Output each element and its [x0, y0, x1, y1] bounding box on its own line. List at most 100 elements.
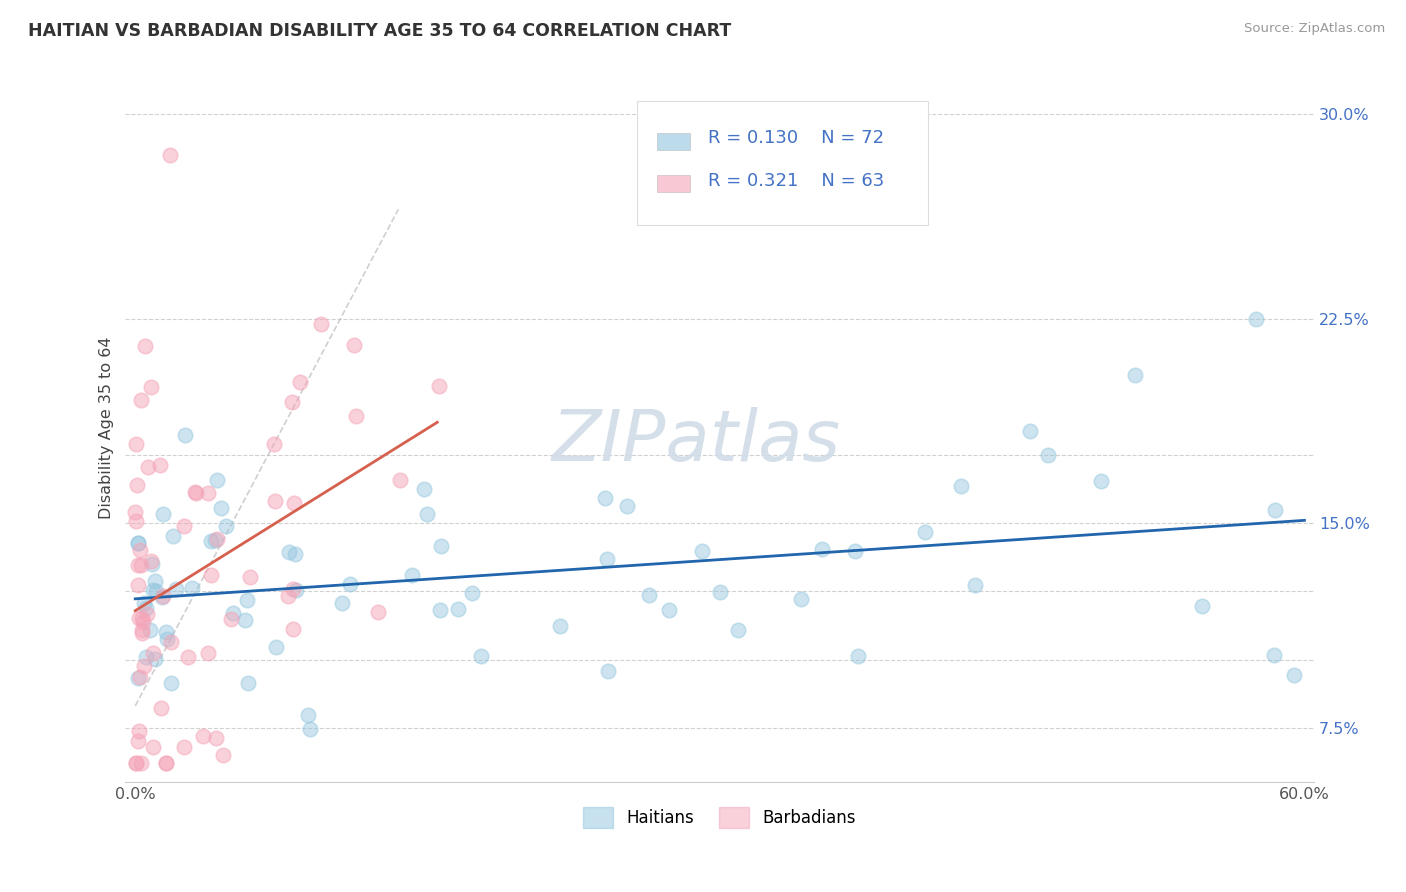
Point — [205, 731, 228, 745]
Point — [165, 582, 187, 596]
Point — [846, 649, 869, 664]
Text: Source: ZipAtlas.com: Source: ZipAtlas.com — [1244, 22, 1385, 36]
FancyBboxPatch shape — [637, 102, 928, 226]
Point — [281, 622, 304, 636]
Point — [221, 606, 243, 620]
Point — [159, 675, 181, 690]
Point — [709, 584, 731, 599]
Point — [143, 574, 166, 588]
Point — [205, 474, 228, 488]
Point — [914, 525, 936, 540]
Point — [132, 596, 155, 610]
Point — [162, 529, 184, 543]
Text: ZIPatlas: ZIPatlas — [551, 408, 841, 476]
Point — [949, 479, 972, 493]
Point — [1019, 424, 1042, 438]
Point — [416, 508, 439, 522]
Point — [447, 602, 470, 616]
Point — [134, 339, 156, 353]
Point — [343, 338, 366, 352]
Point — [233, 613, 256, 627]
Point — [145, 584, 167, 599]
Point — [131, 626, 153, 640]
Text: R = 0.321    N = 63: R = 0.321 N = 63 — [709, 172, 884, 190]
Point — [283, 582, 305, 596]
Point — [1244, 311, 1267, 326]
Point — [596, 664, 619, 678]
Point — [129, 670, 152, 684]
Point — [160, 635, 183, 649]
Point — [239, 570, 262, 584]
Point — [1282, 668, 1305, 682]
Point — [811, 542, 834, 557]
Point — [139, 554, 162, 568]
Point — [173, 739, 195, 754]
Point — [263, 437, 285, 451]
Point — [429, 539, 451, 553]
Point — [125, 437, 148, 451]
Point — [184, 484, 207, 499]
Point — [1036, 448, 1059, 462]
Point — [155, 632, 177, 646]
Point — [367, 605, 389, 619]
Point — [134, 658, 156, 673]
Point — [149, 700, 172, 714]
Point — [284, 547, 307, 561]
FancyBboxPatch shape — [657, 133, 690, 150]
Point — [129, 558, 152, 572]
Point — [127, 671, 149, 685]
Point — [127, 536, 149, 550]
Point — [238, 675, 260, 690]
Point — [284, 583, 307, 598]
Point — [389, 473, 412, 487]
Point — [276, 589, 298, 603]
Point — [280, 395, 302, 409]
Point — [152, 590, 174, 604]
Point — [131, 624, 153, 638]
Point — [288, 375, 311, 389]
Point — [124, 505, 146, 519]
Point — [263, 494, 285, 508]
Point — [125, 756, 148, 771]
Point — [309, 317, 332, 331]
Point — [177, 649, 200, 664]
Point — [125, 514, 148, 528]
Point — [413, 482, 436, 496]
Point — [727, 623, 749, 637]
Text: HAITIAN VS BARBADIAN DISABILITY AGE 35 TO 64 CORRELATION CHART: HAITIAN VS BARBADIAN DISABILITY AGE 35 T… — [28, 22, 731, 40]
Point — [141, 557, 163, 571]
Point — [131, 615, 153, 629]
Point — [637, 588, 659, 602]
Point — [127, 734, 149, 748]
Point — [193, 729, 215, 743]
Point — [155, 756, 177, 771]
Point — [135, 607, 157, 622]
Point — [298, 722, 321, 736]
Point — [139, 380, 162, 394]
Point — [470, 648, 492, 663]
Point — [186, 485, 208, 500]
Point — [155, 624, 177, 639]
Point — [181, 581, 204, 595]
Point — [283, 496, 305, 510]
Point — [127, 558, 149, 573]
Point — [197, 646, 219, 660]
Point — [129, 756, 152, 771]
Point — [139, 624, 162, 638]
Point — [155, 756, 177, 771]
Point — [427, 379, 450, 393]
Point — [152, 508, 174, 522]
Point — [205, 532, 228, 546]
Point — [1123, 368, 1146, 383]
Point — [1263, 648, 1285, 663]
Point — [127, 578, 149, 592]
Y-axis label: Disability Age 35 to 64: Disability Age 35 to 64 — [100, 336, 114, 519]
Point — [330, 596, 353, 610]
Legend: Haitians, Barbadians: Haitians, Barbadians — [576, 801, 863, 834]
Point — [128, 611, 150, 625]
Point — [142, 646, 165, 660]
Point — [209, 500, 232, 515]
Point — [616, 500, 638, 514]
Point — [129, 542, 152, 557]
Point — [236, 593, 259, 607]
